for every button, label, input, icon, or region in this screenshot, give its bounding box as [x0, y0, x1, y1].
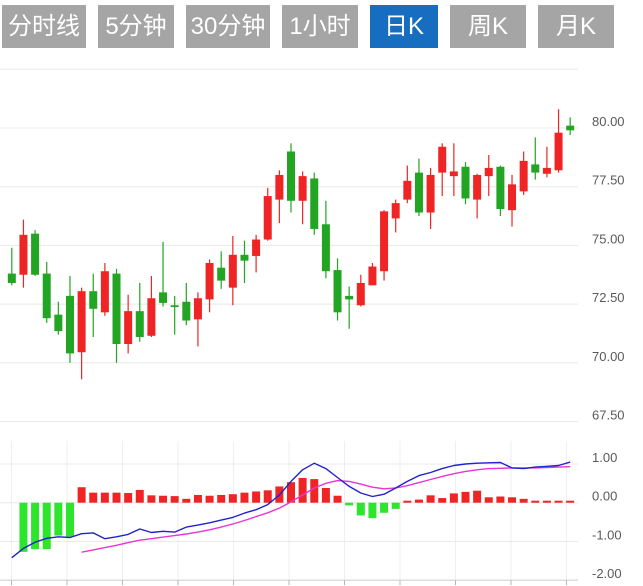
tab-30min[interactable]: 30分钟 — [186, 5, 270, 48]
tab-weekly-k[interactable]: 周K — [450, 5, 526, 48]
svg-text:72.50: 72.50 — [592, 290, 625, 305]
dif-line — [11, 461, 571, 559]
macd-histogram — [19, 477, 575, 552]
y-axis-labels: 80.00 77.50 75.00 72.50 70.00 67.50 1.00 0.00 -1… — [592, 114, 625, 581]
svg-text:0.00: 0.00 — [592, 489, 617, 504]
svg-text:75.00: 75.00 — [592, 231, 625, 246]
chart-canvas[interactable]: 80.00 77.50 75.00 72.50 70.00 67.50 1.00 0.00 -1… — [0, 50, 643, 586]
dea-line — [81, 466, 571, 553]
svg-text:-2.00: -2.00 — [592, 566, 622, 581]
tab-1hour[interactable]: 1小时 — [282, 5, 358, 48]
svg-text:-1.00: -1.00 — [592, 527, 622, 542]
interval-tabbar: 分时线 5分钟 30分钟 1小时 日K 周K 月K — [2, 5, 614, 48]
svg-text:77.50: 77.50 — [592, 173, 625, 188]
svg-text:1.00: 1.00 — [592, 450, 617, 465]
svg-text:67.50: 67.50 — [592, 408, 625, 423]
tab-monthly-k[interactable]: 月K — [538, 5, 614, 48]
tab-5min[interactable]: 5分钟 — [98, 5, 174, 48]
svg-text:70.00: 70.00 — [592, 349, 625, 364]
tab-daily-k[interactable]: 日K — [370, 5, 438, 48]
svg-text:80.00: 80.00 — [592, 114, 625, 129]
candlesticks — [7, 109, 575, 380]
tab-minute-line[interactable]: 分时线 — [2, 5, 86, 48]
candlestick-macd-chart[interactable]: 80.00 77.50 75.00 72.50 70.00 67.50 1.00 0.00 -1… — [0, 50, 643, 586]
